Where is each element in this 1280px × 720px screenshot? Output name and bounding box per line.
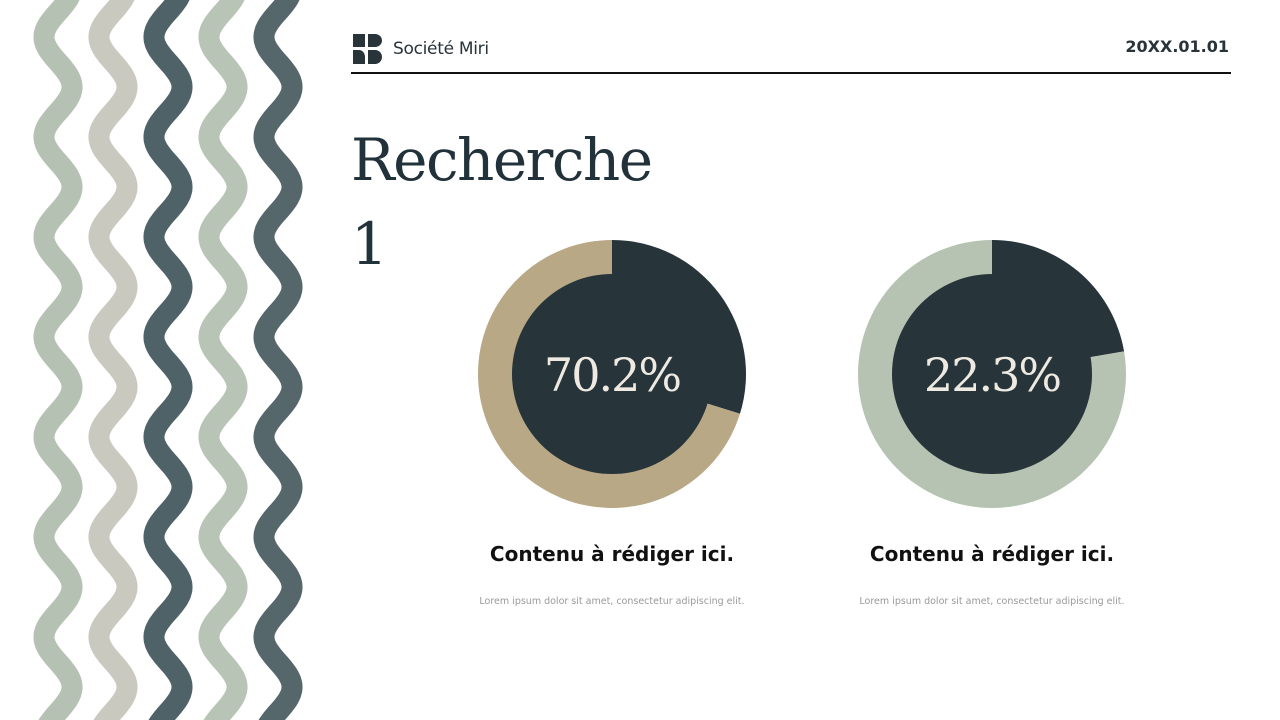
company-logo: Société Miri — [353, 34, 489, 64]
wave-line — [88, 0, 138, 720]
donut-2-svg: 22.3% — [858, 240, 1126, 508]
company-name: Société Miri — [393, 39, 489, 59]
donut-center — [892, 274, 1092, 474]
donut-center — [512, 274, 712, 474]
wave-line — [253, 0, 303, 720]
chart-1-text: Lorem ipsum dolor sit amet, consectetur … — [479, 596, 745, 607]
wave-line — [143, 0, 193, 720]
chart-2-text: Lorem ipsum dolor sit amet, consectetur … — [859, 596, 1125, 607]
donut-value-label: 70.2% — [544, 348, 680, 402]
logo-icon — [353, 34, 382, 64]
donut-chart-1: 70.2% Contenu à rédiger ici. Lorem ipsum… — [462, 240, 762, 607]
chart-1-caption: Contenu à rédiger ici. — [489, 542, 735, 566]
donut-chart-2: 22.3% Contenu à rédiger ici. Lorem ipsum… — [842, 240, 1142, 607]
page-title: Recherche 1 — [351, 126, 653, 278]
donut-value-label: 22.3% — [924, 348, 1060, 402]
wave-line — [33, 0, 83, 720]
header-divider — [351, 72, 1231, 74]
donut-1-svg: 70.2% — [478, 240, 746, 508]
date: 20XX.01.01 — [1125, 37, 1229, 56]
chart-2-caption: Contenu à rédiger ici. — [869, 542, 1115, 566]
wave-pattern — [33, 0, 303, 720]
wave-line — [198, 0, 248, 720]
